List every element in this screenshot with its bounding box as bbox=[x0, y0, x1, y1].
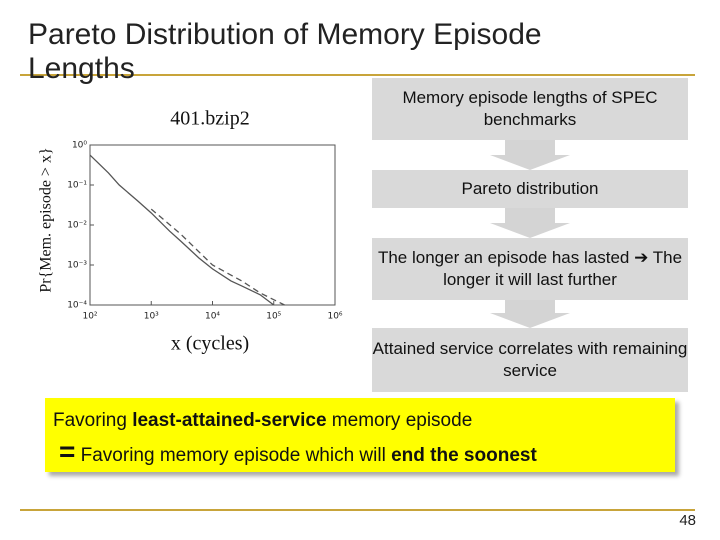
page-number: 48 bbox=[679, 512, 696, 529]
flow-arrows bbox=[490, 140, 570, 328]
chart-title: 401.bzip2 bbox=[170, 108, 249, 130]
bold-text: least-attained-service bbox=[132, 410, 327, 431]
series-line bbox=[89, 154, 275, 306]
text: memory episode bbox=[326, 410, 473, 431]
y-axis-label: Pr{Mem. episode > x} bbox=[38, 147, 55, 292]
highlight-box: Favoring least-attained-service memory e… bbox=[45, 398, 675, 472]
x-tick-label: 10⁵ bbox=[266, 312, 281, 322]
bold-text: end the soonest bbox=[391, 445, 537, 466]
slide-title: Pareto Distribution of Memory Episode Le… bbox=[28, 18, 542, 85]
equals: = bbox=[59, 436, 76, 467]
highlight-line: Favoring least-attained-service memory e… bbox=[53, 410, 472, 432]
plot-frame bbox=[89, 144, 336, 306]
x-tick-label: 10³ bbox=[144, 312, 159, 322]
x-tick-label: 10⁶ bbox=[327, 312, 342, 322]
chart: 401.bzip2 x (cycles) Pr{Mem. episode > x} 1… bbox=[38, 108, 343, 355]
flow-box: Memory episode lengths of SPEC benchmark… bbox=[372, 78, 688, 140]
flow-box: Pareto distribution bbox=[372, 170, 688, 208]
flow-box: The longer an episode has lasted ➔ The l… bbox=[372, 238, 688, 300]
x-tick-label: 10⁴ bbox=[205, 312, 220, 322]
text: Favoring bbox=[53, 410, 133, 431]
y-tick-label: 10⁻² bbox=[67, 221, 87, 231]
y-tick-label: 10⁰ bbox=[72, 141, 87, 151]
text: Favoring memory episode which will bbox=[75, 445, 392, 466]
y-tick-label: 10⁻¹ bbox=[67, 181, 87, 191]
x-axis-label: x (cycles) bbox=[171, 333, 249, 355]
flow-box: Attained service correlates with remaini… bbox=[372, 328, 688, 392]
y-tick-label: 10⁻³ bbox=[67, 261, 87, 271]
x-tick-label: 10² bbox=[82, 312, 97, 322]
series-line bbox=[150, 208, 285, 306]
highlight-line: = Favoring memory episode which will end… bbox=[59, 436, 537, 468]
y-tick-label: 10⁻⁴ bbox=[67, 301, 87, 311]
